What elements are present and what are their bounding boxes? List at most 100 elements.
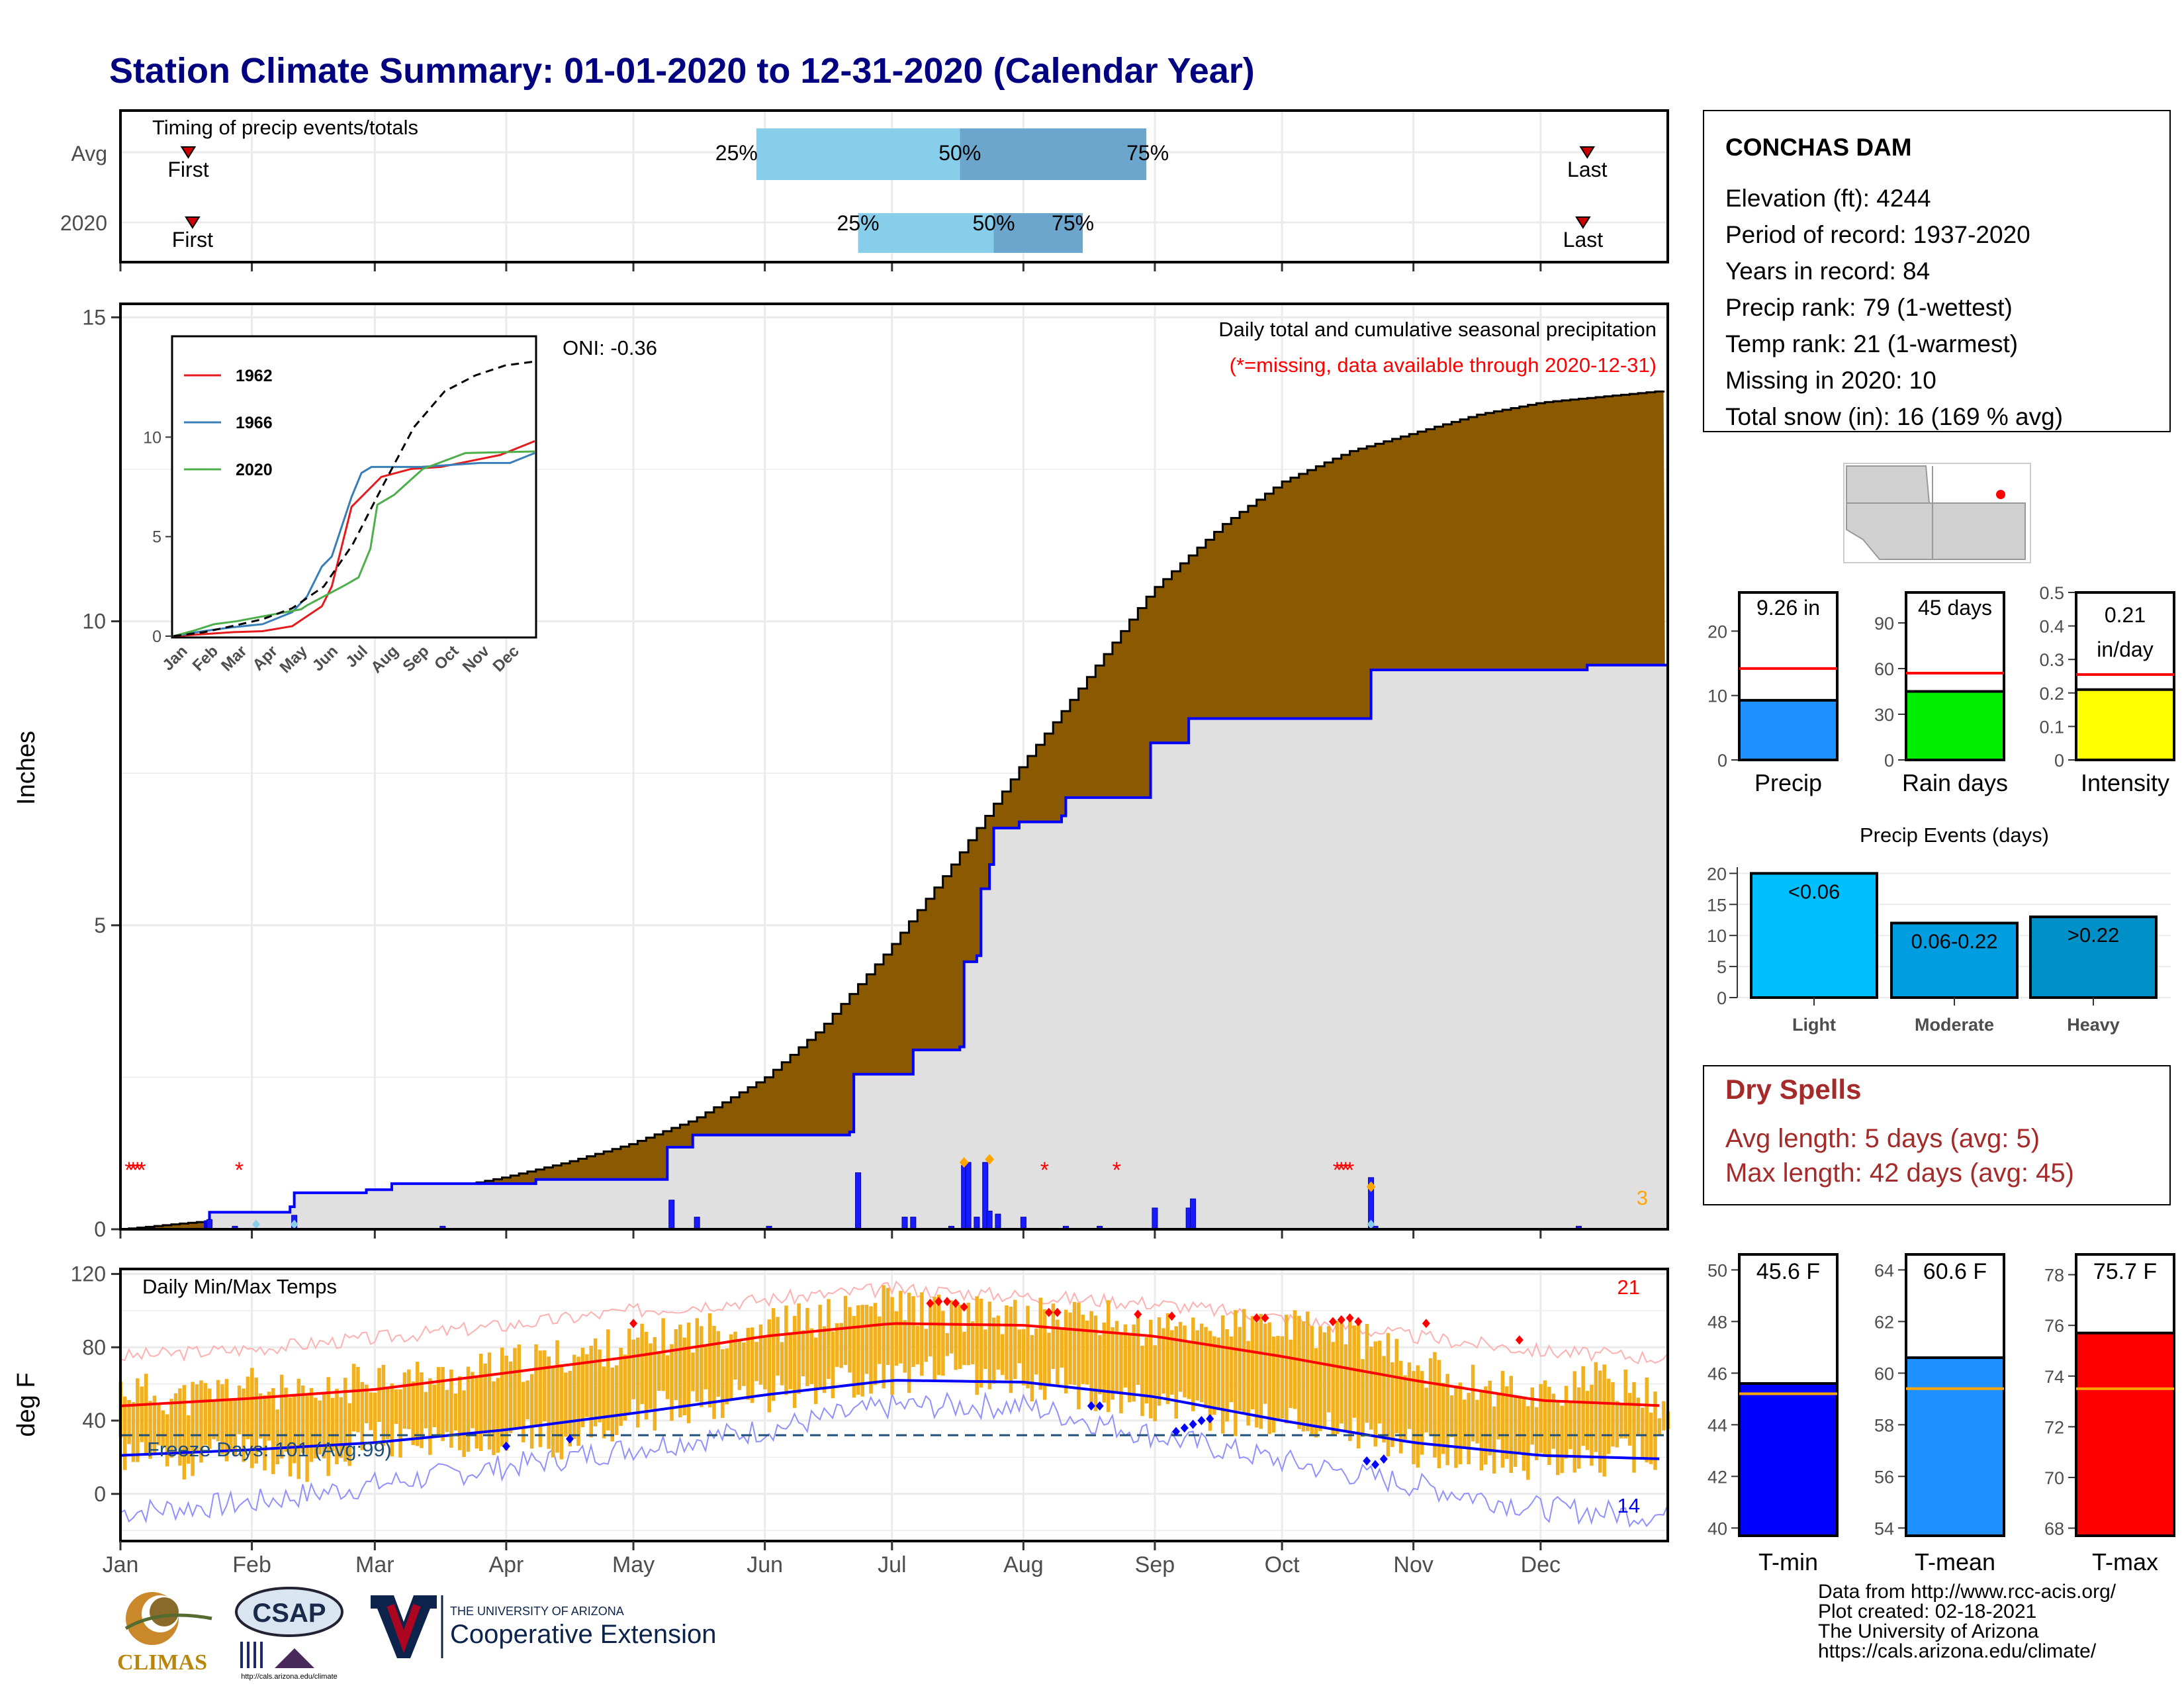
daily-temp-range-bar [848, 1307, 852, 1373]
timing-row-avg-label: Avg [71, 142, 107, 165]
station-info-line: Missing in 2020: 10 [1725, 367, 1936, 394]
month-label: Dec [1521, 1552, 1561, 1577]
daily-temp-range-bar [992, 1317, 996, 1384]
precip-y-tick-label: 10 [82, 610, 106, 633]
daily-temp-range-bar [623, 1354, 627, 1421]
daily-temp-range-bar [267, 1391, 271, 1441]
daily-temp-range-bar [1072, 1301, 1077, 1385]
daily-temp-range-bar [1653, 1391, 1657, 1470]
daily-temp-range-bar [1263, 1323, 1267, 1404]
daily-temp-range-bar [649, 1343, 653, 1409]
daily-temp-range-bar [1496, 1394, 1500, 1440]
daily-temp-range-bar [945, 1333, 950, 1356]
record-min-line [120, 1391, 1668, 1528]
daily-temp-range-bar [517, 1344, 522, 1427]
daily-temp-range-bar [839, 1323, 843, 1368]
last-event-marker [1579, 146, 1596, 159]
obs-p50-label: 50% [973, 211, 1015, 235]
missing-day-marker: * [1040, 1158, 1049, 1183]
daily-temp-range-bar [1551, 1393, 1556, 1449]
daily-temp-range-bar [233, 1398, 237, 1456]
daily-precip-bar [1020, 1217, 1026, 1230]
events-bar-label: 0.06-0.22 [1911, 929, 1998, 953]
precip-y-tick-label: 15 [82, 305, 106, 329]
station-location-marker [1996, 490, 2005, 499]
daily-temp-range-bar [619, 1347, 623, 1426]
daily-temp-range-bar [1191, 1317, 1195, 1411]
large-event-marker [959, 1156, 969, 1168]
station-info-line: Years in record: 84 [1725, 258, 1930, 285]
daily-temp-range-bar [1250, 1316, 1255, 1410]
daily-temp-range-bar [1437, 1360, 1441, 1468]
daily-temp-range-bar [343, 1378, 347, 1462]
daily-temp-range-bar [576, 1356, 580, 1446]
daily-temp-range-bar [559, 1364, 564, 1460]
daily-temp-range-bar [1060, 1328, 1064, 1368]
record-high-marker [629, 1319, 638, 1329]
temp-bar-y-tick-label: 40 [1707, 1519, 1727, 1538]
daily-temp-range-bar [894, 1311, 899, 1366]
daily-temp-range-bar [1539, 1383, 1543, 1453]
summary-y-tick-label: 0 [2054, 751, 2064, 771]
temp-title: Daily Min/Max Temps [142, 1275, 337, 1298]
inset-month-label: May [277, 642, 312, 677]
daily-temp-range-bar [707, 1313, 712, 1408]
daily-temp-range-bar [300, 1385, 305, 1454]
station-info-line: Precip rank: 79 (1-wettest) [1725, 294, 2013, 321]
temp-bar-y-tick-label: 46 [1707, 1364, 1727, 1383]
daily-temp-range-bar [631, 1339, 636, 1399]
daily-temp-range-bar [792, 1315, 797, 1408]
daily-temp-range-bar [309, 1387, 314, 1462]
events-category-label: Moderate [1915, 1015, 1994, 1035]
daily-temp-range-bar [716, 1331, 721, 1397]
daily-temp-range-bar [428, 1378, 432, 1455]
dry-spells-max: Max length: 42 days (avg: 45) [1725, 1158, 2074, 1188]
daily-temp-range-bar [1327, 1326, 1331, 1413]
daily-temp-range-bar [1042, 1309, 1047, 1400]
dry-spells-avg: Avg length: 5 days (avg: 5) [1725, 1124, 2040, 1153]
daily-precip-bar [1190, 1198, 1197, 1230]
record-high-marker [1167, 1311, 1176, 1321]
daily-temp-range-bar [776, 1317, 780, 1376]
events-category-label: Light [1792, 1015, 1836, 1035]
daily-temp-range-bar [1632, 1382, 1636, 1473]
record-high-marker [1354, 1317, 1363, 1327]
daily-temp-range-bar [1225, 1329, 1229, 1422]
daily-temp-range-bar [1449, 1395, 1454, 1438]
summary-y-tick-label: 10 [1707, 686, 1727, 706]
daily-temp-range-bar [326, 1377, 330, 1476]
daily-temp-range-bar [805, 1307, 809, 1387]
temp-bar-y-tick-label: 50 [1707, 1260, 1727, 1280]
daily-temp-range-bar [882, 1285, 886, 1389]
daily-temp-range-bar [1021, 1329, 1026, 1385]
summary-bar-chart-precip: 0 10 20 9.26 in Precip [1707, 591, 1839, 796]
daily-temp-range-bar [131, 1402, 136, 1462]
daily-temp-range-bar [1301, 1321, 1306, 1432]
oni-label: ONI: -0.36 [563, 336, 657, 359]
daily-temp-range-bar [801, 1330, 805, 1377]
daily-temp-range-bar [695, 1318, 700, 1402]
daily-temp-range-bar [602, 1366, 606, 1438]
daily-temp-range-bar [1064, 1309, 1068, 1394]
daily-precip-bar [901, 1217, 908, 1230]
daily-precip-bar [910, 1217, 917, 1230]
missing-day-marker: * [235, 1158, 244, 1183]
summary-y-tick-label: 30 [1874, 705, 1894, 725]
daily-temp-range-bar [1220, 1315, 1225, 1434]
obs-last-label: Last [1563, 228, 1604, 252]
daily-temp-range-bar [1170, 1330, 1174, 1395]
daily-temp-range-bar [1356, 1324, 1361, 1449]
credit-data-source: Data from http://www.rcc-acis.org/ [1818, 1581, 2116, 1603]
temp-bar-y-tick-label: 60 [1874, 1364, 1894, 1383]
daily-temp-range-bar [365, 1384, 369, 1423]
month-label: Aug [1003, 1552, 1044, 1577]
daily-temp-range-bar [831, 1331, 835, 1399]
daily-temp-range-bar [1314, 1348, 1318, 1438]
daily-temp-range-bar [996, 1315, 1000, 1370]
daily-temp-range-bar [1111, 1327, 1115, 1400]
daily-temp-range-bar [856, 1305, 860, 1395]
month-label: Sep [1135, 1552, 1175, 1577]
daily-temp-range-bar [725, 1348, 729, 1405]
record-low-marker [1180, 1423, 1189, 1433]
daily-temp-range-bar [314, 1397, 318, 1459]
